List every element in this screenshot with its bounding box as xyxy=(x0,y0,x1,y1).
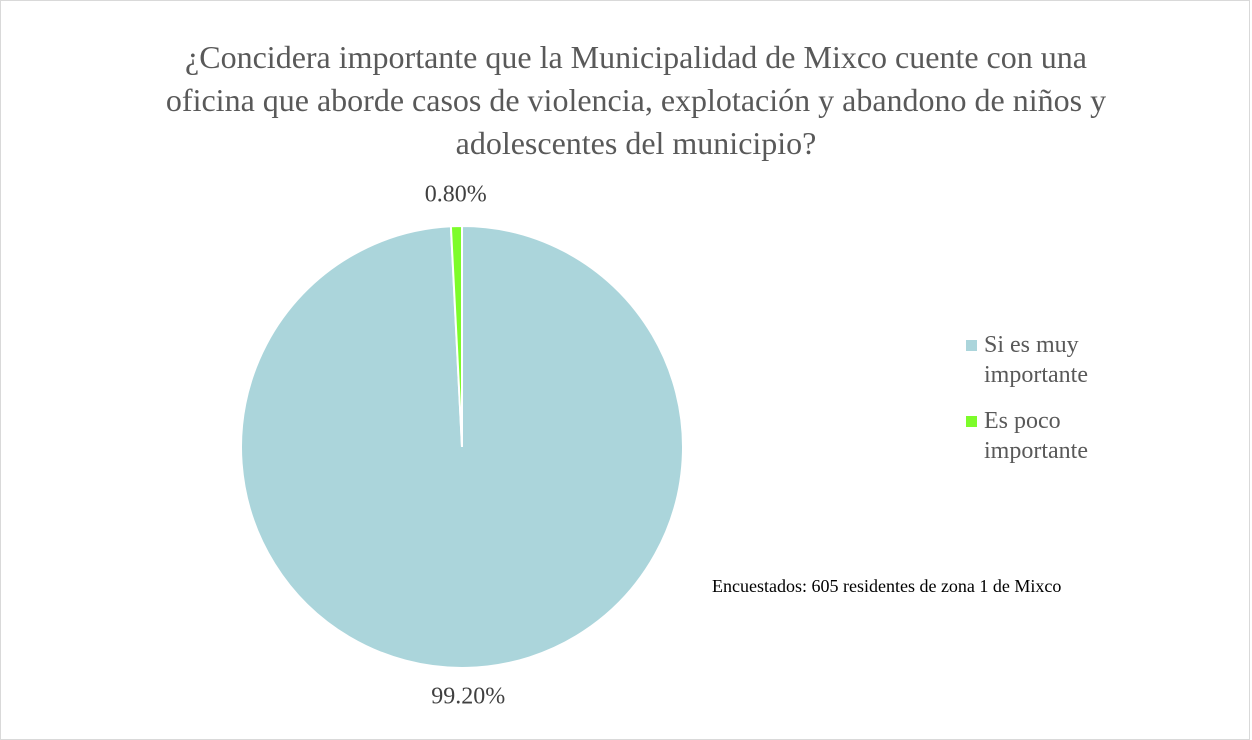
chart-title: ¿Concidera importante que la Municipalid… xyxy=(165,39,1107,161)
legend-item: Es poco importante xyxy=(962,406,1122,466)
annotation: Encuestados: 605 residentes de zona 1 de… xyxy=(712,576,1062,596)
legend-swatch xyxy=(966,340,977,351)
legend-swatch xyxy=(966,416,977,427)
legend-item: Si es muy importante xyxy=(962,330,1122,390)
data-label: 0.80% xyxy=(425,182,487,208)
data-label: 99.20% xyxy=(431,683,505,709)
legend: Si es muy importante Es poco importante xyxy=(962,330,1122,482)
legend-label: Es poco importante xyxy=(984,408,1088,464)
legend-label: Si es muy importante xyxy=(984,332,1088,388)
pie-slice xyxy=(449,224,463,448)
